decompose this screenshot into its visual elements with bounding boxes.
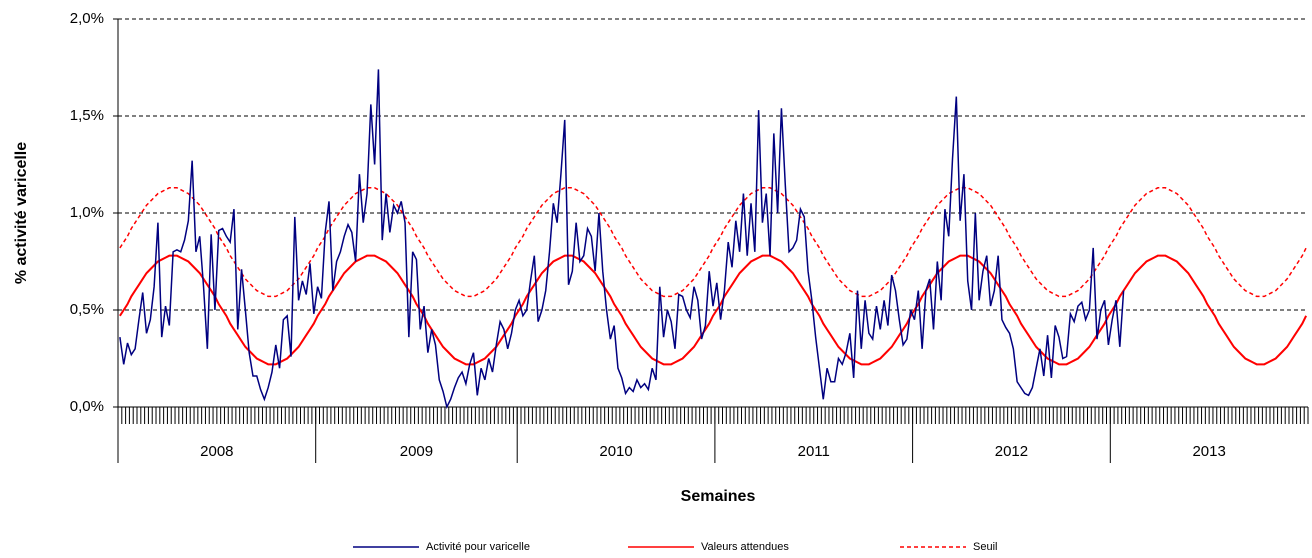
series-line bbox=[119, 254, 1307, 366]
y-tick-label: 2,0% bbox=[70, 10, 104, 27]
series-line bbox=[119, 187, 1307, 298]
x-group-label: 2008 bbox=[200, 443, 233, 460]
x-group-label: 2012 bbox=[995, 443, 1028, 460]
y-tick-label: 0,0% bbox=[70, 398, 104, 415]
x-axis-label: Semaines bbox=[681, 488, 756, 505]
y-tick-label: 0,5% bbox=[70, 301, 104, 318]
series-line bbox=[119, 69, 1125, 410]
x-group-label: 2013 bbox=[1192, 443, 1225, 460]
x-group-label: 2009 bbox=[400, 443, 433, 460]
x-group-label: 2010 bbox=[599, 443, 632, 460]
y-axis-label: % activité varicelle bbox=[13, 142, 30, 284]
legend-label: Valeurs attendues bbox=[701, 541, 789, 553]
x-group-label: 2011 bbox=[798, 443, 830, 460]
y-tick-label: 1,0% bbox=[70, 204, 104, 221]
legend-label: Seuil bbox=[973, 541, 997, 553]
legend-label: Activité pour varicelle bbox=[426, 541, 530, 553]
y-tick-label: 1,5% bbox=[70, 107, 104, 124]
